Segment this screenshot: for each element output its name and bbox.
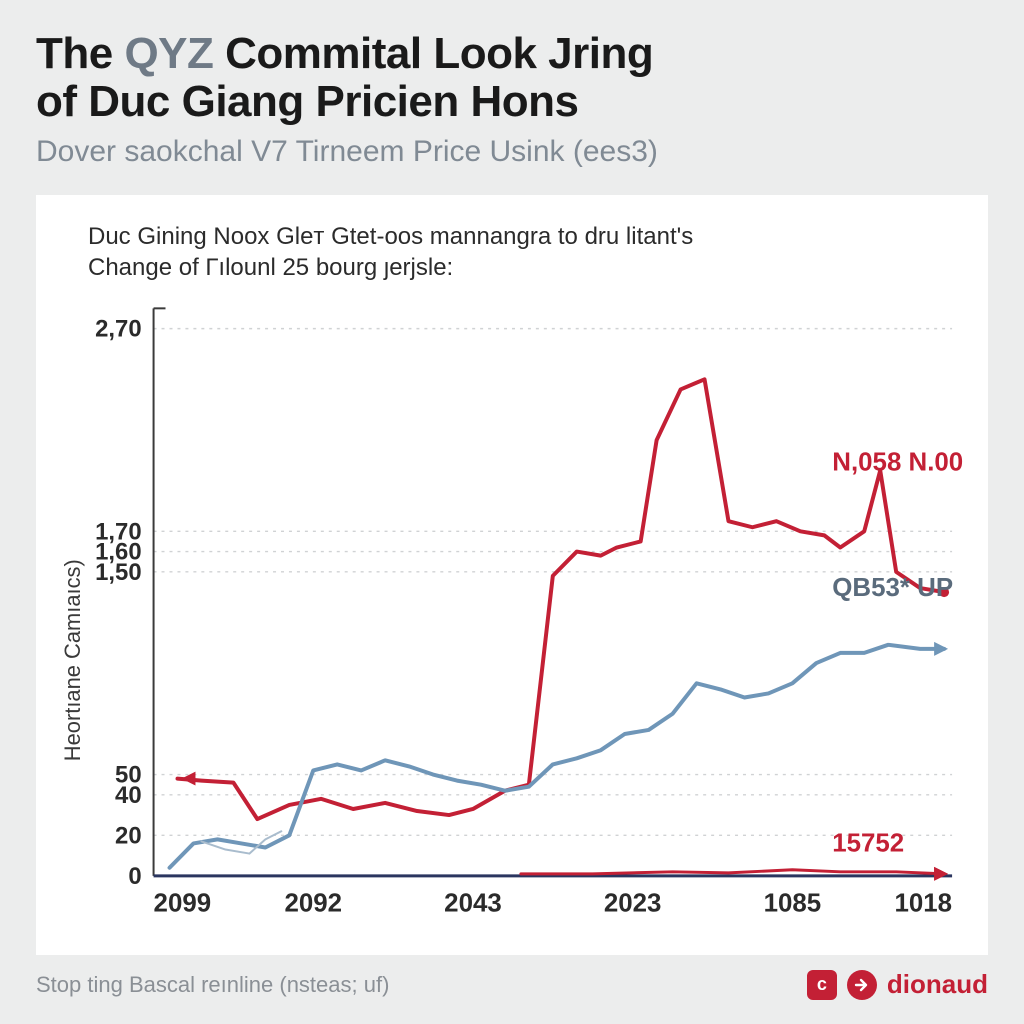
series-red: [178, 379, 945, 819]
series-end-label: 15752: [832, 830, 904, 858]
y-axis-title: Heortıane Camıaıcs): [60, 559, 85, 761]
brand: c dionaud: [807, 969, 988, 1000]
chart-svg: 02050401,601,501,702,7020992092204320231…: [54, 297, 970, 937]
title-pre: The: [36, 29, 124, 78]
x-tick-label: 1085: [764, 890, 822, 918]
line-chart: 02050401,601,501,702,7020992092204320231…: [54, 297, 970, 937]
title-accent: QYZ: [124, 29, 213, 78]
header: The QYZ Commital Look Jring of Duc Giang…: [36, 30, 988, 169]
brand-square-icon: c: [807, 970, 837, 1000]
title-line2: of Duc Giang Pricien Hons: [36, 77, 578, 126]
series-red-baseline: [521, 870, 944, 874]
title-mid: Commital Look Jring: [213, 29, 653, 78]
x-tick-label: 2043: [444, 890, 502, 918]
y-tick-label: 1,50: [95, 559, 141, 586]
y-tick-label: 20: [115, 822, 142, 849]
y-tick-label: 2,70: [95, 316, 141, 343]
series-arrow-icon: [934, 867, 948, 881]
brand-text: dionaud: [887, 969, 988, 1000]
chart-card: Duc Gining Noox Gleт Gtet-oos mannangra …: [36, 195, 988, 955]
y-tick-label: 40: [115, 782, 142, 809]
intro-line1: Duc Gining Noox Gleт Gtet-oos mannangra …: [88, 223, 693, 250]
subtitle: Dover saokchal V7 Tirneem Price Usink (e…: [36, 135, 988, 169]
series-arrow-icon: [934, 642, 948, 656]
series-start-arrow-icon: [182, 772, 196, 786]
x-tick-label: 2092: [284, 890, 342, 918]
y-tick-label: 0: [128, 863, 141, 890]
series-blue: [170, 645, 945, 868]
series-label: QB53* UP: [832, 574, 953, 602]
chart-intro: Duc Gining Noox Gleт Gtet-oos mannangra …: [54, 221, 970, 283]
y-tick-label: 1,70: [95, 518, 141, 545]
intro-line2: Change of Гılounl 25 bourg ȷerjsle:: [88, 254, 453, 281]
source-text: Stop ting Bascal reınline (nsteas; uf): [36, 972, 389, 998]
x-tick-label: 1018: [895, 890, 953, 918]
x-tick-label: 2099: [154, 890, 212, 918]
footer: Stop ting Bascal reınline (nsteas; uf) c…: [36, 969, 988, 1000]
series-label: N,058 N.00: [832, 449, 963, 477]
x-tick-label: 2023: [604, 890, 662, 918]
brand-arrow-icon: [847, 970, 877, 1000]
title: The QYZ Commital Look Jring of Duc Giang…: [36, 30, 988, 127]
